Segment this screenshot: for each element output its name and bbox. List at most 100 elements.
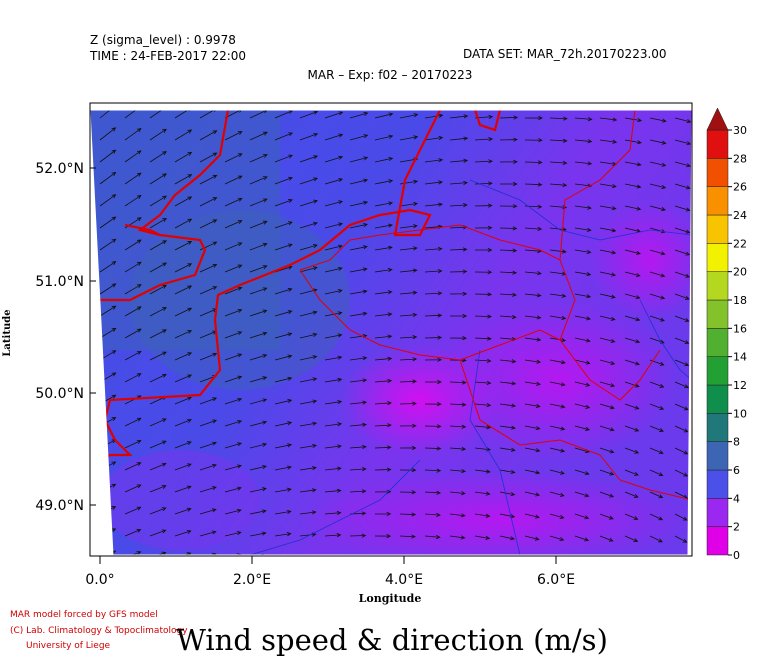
wind-arrow [249,176,268,185]
wind-arrow [324,222,343,229]
wind-arrow [474,513,491,518]
wind-arrow [274,199,293,207]
wind-arrow [174,174,193,185]
wind-arrow [274,465,292,471]
wind-arrow [99,194,117,207]
wind-arrow [624,337,641,344]
wind-arrow [674,447,689,455]
colorbar-tick-label: 2 [733,521,740,534]
colorbar-tick-label: 6 [733,464,740,477]
wind-arrow [524,160,543,165]
wind-arrow [324,422,343,427]
wind-arrow [674,205,691,212]
wind-arrow [399,135,419,141]
wind-arrow [399,224,418,229]
wind-arrow [199,397,218,405]
wind-arrow [350,556,365,559]
wind-arrow [599,337,616,343]
wind-arrow [524,293,542,298]
wind-arrow [374,356,393,361]
wind-arrow [149,418,167,427]
colorbar-tick-label: 24 [733,209,747,222]
wind-arrow [224,308,243,317]
wind-arrow [399,312,418,318]
wind-arrow [624,161,642,167]
wind-arrow [499,248,518,253]
wind-arrow [274,398,293,405]
wind-arrow [299,221,318,229]
wind-arrow [449,247,468,252]
wind-arrow [674,381,689,389]
wind-arrow [199,508,217,515]
wind-arrow [324,488,342,493]
wind-arrow [399,490,417,495]
wind-arrow [574,161,593,166]
colorbar-tick-label: 22 [733,237,747,250]
wind-arrow [400,557,415,560]
wind-arrow [624,469,639,476]
wind-arrow [474,292,493,297]
wind-arrow [649,139,667,145]
wind-arrow [374,179,394,185]
wind-arrow [525,558,539,562]
wind-arrow [499,381,517,386]
coastline [90,110,516,471]
wind-arrow [149,529,167,537]
wind-arrow [499,270,518,275]
wind-arrow [124,506,142,515]
wind-arrow [674,293,690,300]
wind-arrow [199,530,217,537]
wind-arrow [524,403,541,409]
wind-arrow [249,398,268,405]
wind-arrow [324,177,344,185]
wind-arrow [549,293,567,298]
wind-arrow [124,128,142,141]
wind-arrow [249,309,268,317]
wind-arrow [224,153,243,163]
wind-arrow [349,267,368,273]
wind-arrow [524,337,542,342]
wind-arrow [624,513,639,520]
wind-arrow [399,290,418,295]
wind-arrow [399,268,418,273]
wind-arrow [649,469,664,477]
wind-arrow [249,442,268,449]
wind-arrow [299,266,318,273]
wind-arrow [424,490,442,495]
wind-arrow [224,197,243,207]
time-label: TIME : 24-FEB-2017 22:00 [89,49,246,63]
wind-arrow [249,487,267,493]
wind-arrow [424,468,442,473]
wind-arrow [674,469,689,477]
wind-arrow [174,441,192,449]
wind-arrow [524,226,543,231]
y-axis-label: Latitude [2,309,13,356]
wind-arrow [274,354,293,361]
wind-arrow [224,220,243,229]
wind-arrow [174,218,193,229]
wind-arrow [574,403,591,409]
wind-arrow [324,111,344,119]
wind-arrow [549,403,566,409]
wind-arrow [174,196,193,207]
colorbar-segment [706,129,729,159]
colorbar-segment [706,469,729,499]
wind-arrow [124,284,142,295]
wind-arrow [99,149,117,163]
wind-arrow [549,425,566,431]
map-frame [89,102,693,557]
wind-arrow [199,463,217,471]
colorbar-segment [706,441,729,471]
wind-arrow [474,425,492,430]
colorbar-tick-label: 10 [733,407,747,420]
wind-arrow [349,356,368,361]
credit: (C) Lab. Climatology & Topoclimatology [10,626,188,636]
lon-tick-label: 6.0°E [537,572,575,588]
wind-arrow [324,466,342,471]
wind-arrow [574,359,591,365]
wind-arrow [274,287,293,295]
wind-arrow [475,558,489,562]
wind-arrow [249,464,267,471]
wind-arrow [349,444,367,450]
wind-arrow [675,558,686,564]
